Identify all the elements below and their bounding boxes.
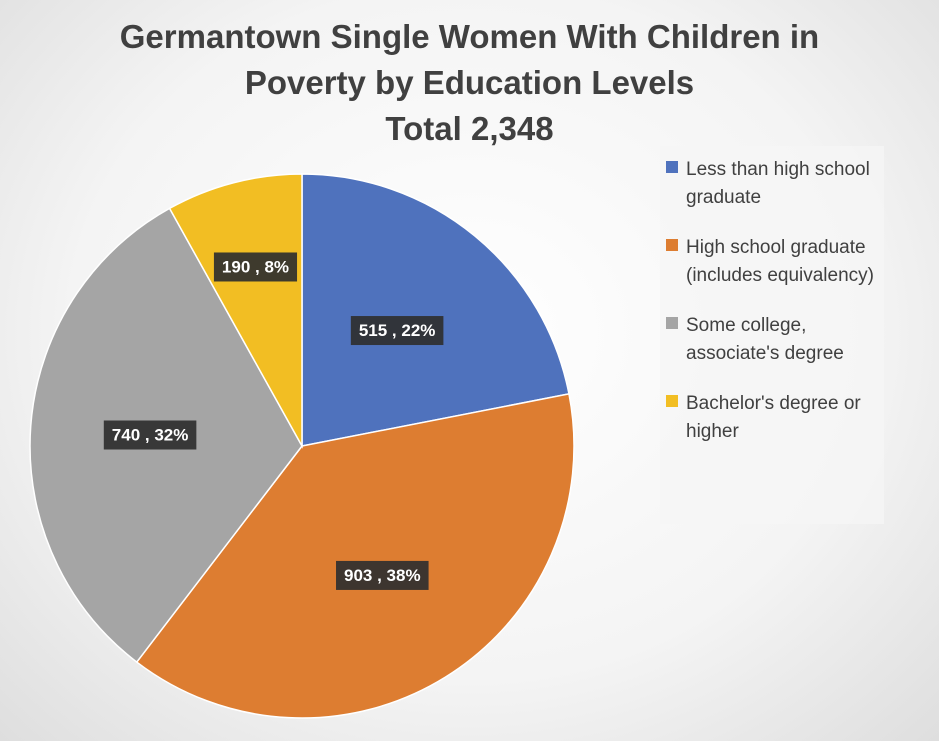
data-label-text: 903 , 38%	[344, 566, 421, 585]
legend-label: High school graduate (includes equivalen…	[686, 237, 874, 286]
legend-swatch	[666, 317, 678, 329]
chart-title: Germantown Single Women With Children in…	[0, 14, 939, 152]
data-label-box	[350, 316, 444, 346]
legend-item-some-college: Some college, associate's degree	[666, 312, 878, 368]
legend-swatch	[666, 395, 678, 407]
legend-label: Less than high school graduate	[686, 159, 870, 208]
legend-swatch	[666, 239, 678, 251]
data-label-text: 190 , 8%	[222, 257, 289, 276]
data-label-text: 515 , 22%	[359, 321, 436, 340]
data-label-box	[336, 560, 429, 590]
legend-item-bachelors: Bachelor's degree or higher	[666, 390, 878, 446]
chart-title-line-3: Total 2,348	[385, 110, 554, 147]
data-label-some-college: 740 , 32%	[103, 420, 197, 450]
pie-slice-hs-graduate	[135, 393, 575, 719]
chart-title-line-1: Germantown Single Women With Children in	[119, 18, 820, 55]
data-label-bachelors: 190 , 8%	[213, 252, 298, 282]
pie-slice-less-than-hs	[301, 173, 570, 447]
data-label-box	[103, 420, 197, 450]
data-label-hs-graduate: 903 , 38%	[336, 560, 429, 590]
legend-label: Bachelor's degree or higher	[686, 393, 861, 442]
data-label-box	[213, 252, 298, 282]
legend: Less than high school graduate High scho…	[660, 146, 884, 524]
chart-title-line-2: Poverty by Education Levels	[244, 64, 695, 101]
legend-item-less-than-hs: Less than high school graduate	[666, 156, 878, 212]
data-label-text: 740 , 32%	[112, 426, 189, 445]
legend-item-hs-graduate: High school graduate (includes equivalen…	[666, 234, 878, 290]
pie-slice-bachelors	[168, 173, 303, 449]
data-label-less-than-hs: 515 , 22%	[350, 316, 444, 346]
legend-label: Some college, associate's degree	[686, 315, 844, 364]
legend-swatch	[666, 161, 678, 173]
